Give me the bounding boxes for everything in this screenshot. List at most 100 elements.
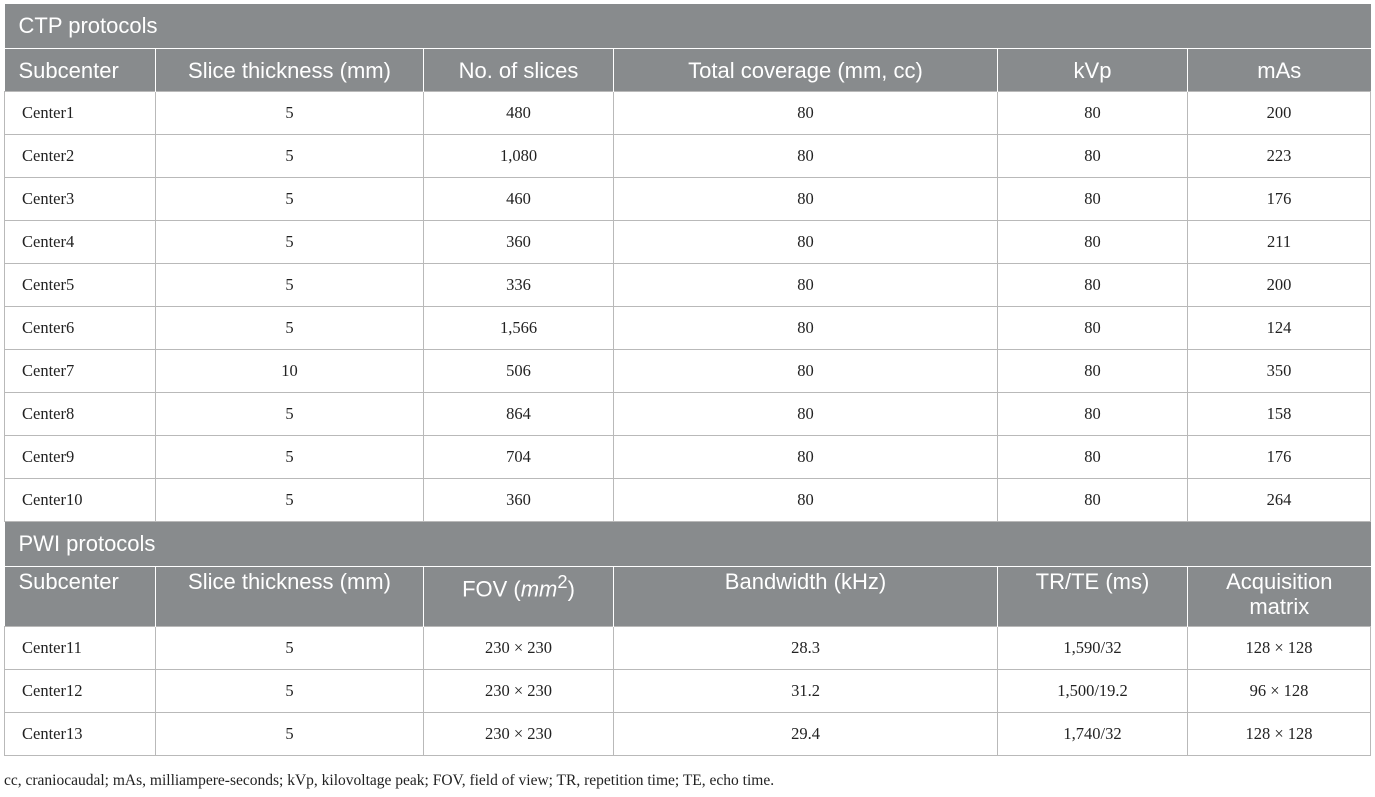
ctp-table-row: Center8 5 864 80 80 158 bbox=[4, 392, 1372, 436]
protocols-table: CTP protocols Subcenter Slice thickness … bbox=[4, 4, 1372, 756]
ctp-cell: Center2 bbox=[4, 134, 156, 178]
ctp-cell: 264 bbox=[1186, 478, 1372, 522]
pwi-header-acquisition-matrix: Acquisition matrix bbox=[1186, 566, 1371, 627]
pwi-cell: Center12 bbox=[4, 669, 156, 713]
pwi-section-header: PWI protocols bbox=[4, 521, 1371, 567]
ctp-header-total-coverage: Total coverage (mm, cc) bbox=[613, 48, 998, 92]
pwi-table-row: Center13 5 230 × 230 29.4 1,740/32 128 × 128 bbox=[4, 712, 1372, 756]
ctp-cell: 80 bbox=[613, 392, 998, 436]
pwi-cell: 230 × 230 bbox=[423, 712, 614, 756]
fov-unit: mm bbox=[520, 576, 558, 602]
ctp-cell: Center3 bbox=[4, 177, 156, 221]
ctp-cell: 211 bbox=[1186, 220, 1372, 264]
ctp-cell: 124 bbox=[1186, 306, 1372, 350]
pwi-cell: 1,590/32 bbox=[997, 626, 1188, 670]
pwi-table-row: Center11 5 230 × 230 28.3 1,590/32 128 × 128 bbox=[4, 626, 1372, 670]
ctp-cell: 5 bbox=[155, 306, 424, 350]
pwi-table-row: Center12 5 230 × 230 31.2 1,500/19.2 96 × 128 bbox=[4, 669, 1372, 713]
ctp-cell: 80 bbox=[613, 177, 998, 221]
ctp-cell: 80 bbox=[613, 220, 998, 264]
ctp-cell: Center6 bbox=[4, 306, 156, 350]
pwi-cell: 31.2 bbox=[613, 669, 998, 713]
ctp-cell: 80 bbox=[997, 435, 1188, 479]
pwi-header-fov: FOV (mm2) bbox=[423, 566, 614, 627]
ctp-cell: 5 bbox=[155, 134, 424, 178]
acq-line2: matrix bbox=[1249, 594, 1310, 619]
ctp-cell: 336 bbox=[423, 263, 614, 307]
pwi-cell: 1,740/32 bbox=[997, 712, 1188, 756]
ctp-cell: 158 bbox=[1186, 392, 1372, 436]
ctp-table-row: Center6 5 1,566 80 80 124 bbox=[4, 306, 1372, 350]
ctp-cell: 80 bbox=[613, 134, 998, 178]
pwi-header-slice-thickness: Slice thickness (mm) bbox=[155, 566, 424, 627]
pwi-cell: 230 × 230 bbox=[423, 626, 614, 670]
ctp-table-row: Center1 5 480 80 80 200 bbox=[4, 91, 1372, 135]
ctp-cell: 460 bbox=[423, 177, 614, 221]
ctp-cell: 360 bbox=[423, 478, 614, 522]
ctp-table-row: Center5 5 336 80 80 200 bbox=[4, 263, 1372, 307]
ctp-header-kvp: kVp bbox=[997, 48, 1188, 92]
ctp-cell: 80 bbox=[997, 177, 1188, 221]
ctp-cell: 5 bbox=[155, 177, 424, 221]
ctp-cell: 5 bbox=[155, 392, 424, 436]
ctp-cell: Center7 bbox=[4, 349, 156, 393]
fov-exponent: 2 bbox=[557, 571, 568, 592]
pwi-cell: 29.4 bbox=[613, 712, 998, 756]
pwi-cell: 128 × 128 bbox=[1186, 712, 1372, 756]
ctp-cell: Center5 bbox=[4, 263, 156, 307]
ctp-cell: 80 bbox=[997, 220, 1188, 264]
pwi-cell: 28.3 bbox=[613, 626, 998, 670]
ctp-cell: 80 bbox=[613, 263, 998, 307]
ctp-header-subcenter: Subcenter bbox=[4, 48, 156, 92]
protocols-table-container: CTP protocols Subcenter Slice thickness … bbox=[4, 4, 1372, 756]
ctp-section-header: CTP protocols bbox=[4, 4, 1371, 49]
fov-prefix: FOV ( bbox=[462, 576, 521, 602]
ctp-cell: 80 bbox=[997, 306, 1188, 350]
ctp-cell: 80 bbox=[613, 435, 998, 479]
ctp-section-title: CTP protocols bbox=[4, 4, 1371, 49]
ctp-cell: 80 bbox=[997, 263, 1188, 307]
ctp-cell: 5 bbox=[155, 478, 424, 522]
ctp-cell: 80 bbox=[613, 478, 998, 522]
ctp-cell: 80 bbox=[997, 91, 1188, 135]
ctp-cell: 80 bbox=[997, 478, 1188, 522]
ctp-cell: 176 bbox=[1186, 177, 1372, 221]
pwi-cell: 128 × 128 bbox=[1186, 626, 1372, 670]
pwi-cell: 5 bbox=[155, 712, 424, 756]
pwi-cell: 1,500/19.2 bbox=[997, 669, 1188, 713]
pwi-cell: Center11 bbox=[4, 626, 156, 670]
ctp-cell: Center1 bbox=[4, 91, 156, 135]
ctp-cell: 200 bbox=[1186, 263, 1372, 307]
pwi-header-bandwidth: Bandwidth (kHz) bbox=[613, 566, 998, 627]
ctp-cell: 5 bbox=[155, 91, 424, 135]
ctp-cell: 176 bbox=[1186, 435, 1372, 479]
ctp-cell: Center10 bbox=[4, 478, 156, 522]
acq-line1: Acquisition bbox=[1226, 569, 1333, 594]
ctp-header-mas: mAs bbox=[1186, 48, 1371, 92]
ctp-table-row: Center2 5 1,080 80 80 223 bbox=[4, 134, 1372, 178]
ctp-cell: 80 bbox=[613, 91, 998, 135]
pwi-header-subcenter: Subcenter bbox=[4, 566, 156, 627]
ctp-cell: 5 bbox=[155, 263, 424, 307]
ctp-table-row: Center7 10 506 80 80 350 bbox=[4, 349, 1372, 393]
ctp-table-row: Center10 5 360 80 80 264 bbox=[4, 478, 1372, 522]
ctp-cell: 80 bbox=[997, 392, 1188, 436]
ctp-column-headers: Subcenter Slice thickness (mm) No. of sl… bbox=[4, 48, 1371, 92]
pwi-section-title: PWI protocols bbox=[4, 521, 1371, 567]
ctp-table-row: Center9 5 704 80 80 176 bbox=[4, 435, 1372, 479]
pwi-cell: Center13 bbox=[4, 712, 156, 756]
ctp-header-slice-thickness: Slice thickness (mm) bbox=[155, 48, 424, 92]
ctp-cell: 360 bbox=[423, 220, 614, 264]
pwi-cell: 5 bbox=[155, 669, 424, 713]
ctp-cell: 80 bbox=[997, 134, 1188, 178]
ctp-table-row: Center4 5 360 80 80 211 bbox=[4, 220, 1372, 264]
ctp-cell: 5 bbox=[155, 435, 424, 479]
ctp-table-row: Center3 5 460 80 80 176 bbox=[4, 177, 1372, 221]
ctp-cell: 350 bbox=[1186, 349, 1372, 393]
pwi-column-headers: Subcenter Slice thickness (mm) FOV (mm2)… bbox=[4, 566, 1371, 627]
ctp-cell: Center4 bbox=[4, 220, 156, 264]
ctp-cell: 864 bbox=[423, 392, 614, 436]
ctp-cell: 10 bbox=[155, 349, 424, 393]
ctp-cell: 1,566 bbox=[423, 306, 614, 350]
ctp-cell: Center8 bbox=[4, 392, 156, 436]
